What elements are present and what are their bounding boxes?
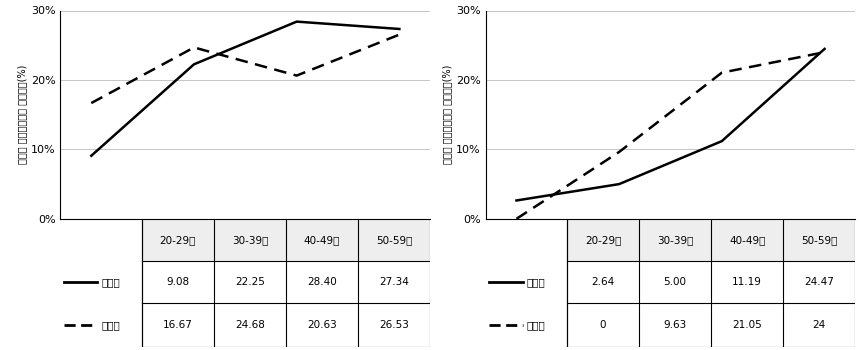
Text: 50-59세: 50-59세: [801, 235, 837, 245]
Text: 30-39세: 30-39세: [232, 235, 268, 245]
Text: 21.05: 21.05: [733, 320, 762, 330]
Text: 일반인: 일반인: [101, 277, 120, 287]
Text: 9.08: 9.08: [166, 277, 189, 287]
Text: 11.19: 11.19: [733, 277, 762, 287]
Text: 30-39세: 30-39세: [657, 235, 693, 245]
Text: 24.68: 24.68: [235, 320, 265, 330]
Bar: [142, 219, 430, 346]
Text: 27.34: 27.34: [379, 277, 409, 287]
Text: 40-49세: 40-49세: [729, 235, 766, 245]
Text: 공무원: 공무원: [526, 320, 545, 330]
Y-axis label: 남성의 이상지질혈증 유소건률(%): 남성의 이상지질혈증 유소건률(%): [16, 65, 27, 164]
Text: 40-49세: 40-49세: [304, 235, 340, 245]
Text: 20.63: 20.63: [308, 320, 337, 330]
Text: 16.67: 16.67: [163, 320, 193, 330]
Text: 20-29세: 20-29세: [585, 235, 621, 245]
Text: 일반인: 일반인: [526, 277, 545, 287]
Text: 50-59세: 50-59세: [376, 235, 412, 245]
Bar: [142, 219, 430, 261]
Text: 9.63: 9.63: [664, 320, 687, 330]
Text: 24: 24: [813, 320, 826, 330]
Text: 22.25: 22.25: [235, 277, 265, 287]
Bar: [567, 219, 855, 261]
Text: 20-29세: 20-29세: [160, 235, 196, 245]
Y-axis label: 여성의 이상지질혈증 유소건률(%): 여성의 이상지질혈증 유소건률(%): [442, 65, 452, 164]
Text: 공무원: 공무원: [101, 320, 120, 330]
Text: 2.64: 2.64: [591, 277, 614, 287]
Text: 28.40: 28.40: [308, 277, 337, 287]
Bar: [567, 219, 855, 346]
Text: 0: 0: [600, 320, 607, 330]
Text: 26.53: 26.53: [379, 320, 409, 330]
Text: 24.47: 24.47: [804, 277, 835, 287]
Text: 5.00: 5.00: [664, 277, 687, 287]
